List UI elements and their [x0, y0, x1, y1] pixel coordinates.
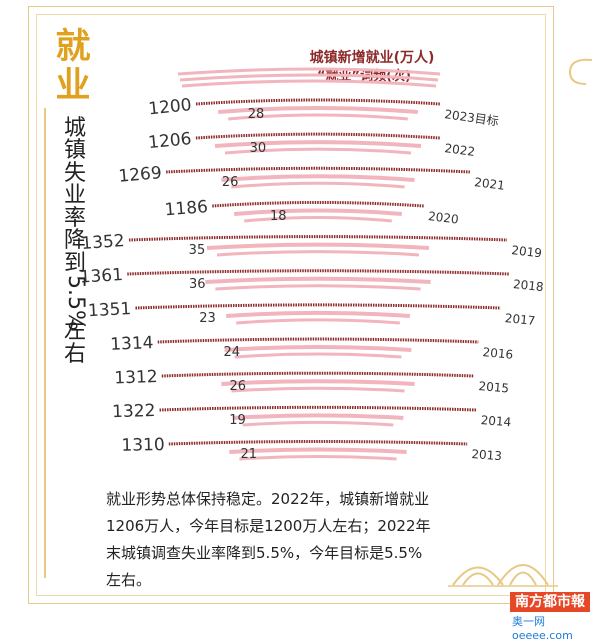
frequency-value-label: 30	[250, 141, 267, 156]
frequency-value-label: 19	[229, 413, 246, 428]
frequency-stripe	[229, 447, 407, 454]
frequency-stripe	[239, 455, 397, 461]
frequency-stripe	[242, 420, 394, 427]
frequency-stripe	[232, 413, 404, 420]
year-label: 2022	[444, 141, 476, 159]
frequency-value-label: 26	[229, 379, 246, 394]
frequency-stripe	[231, 386, 405, 393]
jobs-stripe	[195, 132, 441, 140]
jobs-stripe	[168, 440, 468, 446]
header-stripe	[177, 67, 441, 76]
frequency-stripe	[216, 250, 420, 257]
frequency-stripe	[215, 284, 421, 291]
frequency-stripe	[206, 242, 430, 250]
jobs-stripe	[128, 235, 508, 242]
frequency-stripe	[244, 215, 392, 223]
frequency-stripe	[205, 276, 431, 284]
frequency-value-label: 36	[189, 277, 206, 292]
year-label: 2015	[478, 379, 510, 396]
frequency-stripe	[218, 106, 418, 114]
frequency-value-label: 26	[222, 175, 239, 190]
jobs-stripe	[135, 303, 501, 310]
frequency-value-label: 18	[270, 209, 287, 224]
chart-title: 城镇新增就业(万人)	[310, 49, 435, 66]
frequency-stripe	[234, 208, 402, 216]
jobs-value-label: 1312	[114, 367, 158, 388]
jobs-value-label: 1269	[118, 163, 163, 187]
year-label: 2021	[474, 175, 506, 193]
jobs-stripe	[166, 166, 470, 174]
frequency-value-label: 35	[189, 243, 206, 258]
website-label: 奥一网oeeee.com	[512, 615, 573, 642]
jobs-value-label: 1206	[147, 129, 192, 153]
frequency-stripe	[224, 147, 412, 155]
year-label: 2020	[427, 209, 459, 227]
jobs-stripe	[157, 337, 479, 344]
jobs-value-label: 1351	[87, 299, 131, 321]
jobs-value-label: 1310	[121, 435, 165, 456]
jobs-stripe	[159, 405, 477, 412]
frequency-value-label: 23	[199, 311, 216, 326]
frequency-stripe	[228, 113, 408, 121]
jobs-value-label: 1322	[112, 401, 156, 422]
jobs-value-label: 1352	[81, 231, 126, 254]
jobs-stripe	[212, 200, 424, 208]
frequency-stripe	[221, 174, 415, 182]
header-stripe	[179, 73, 439, 82]
section-title: 就业	[55, 27, 91, 107]
decorative-line	[44, 108, 46, 578]
frequency-stripe	[231, 181, 405, 189]
frequency-stripe	[234, 352, 402, 359]
frequency-value-label: 24	[223, 345, 240, 360]
frequency-stripe	[221, 379, 415, 386]
jobs-value-label: 1200	[147, 95, 192, 119]
header-stripe	[181, 79, 437, 88]
decorative-swirl	[568, 58, 593, 85]
year-label: 2014	[480, 413, 512, 429]
section-subtitle: 城镇失业率降到 5.5% 左右	[63, 116, 89, 367]
frequency-stripe	[236, 318, 400, 325]
caption-text: 就业形势总体保持稳定。2022年，城镇新增就业1206万人，今年目标是1200万…	[106, 490, 431, 589]
decorative-hills	[448, 564, 558, 587]
jobs-value-label: 1314	[110, 333, 154, 355]
year-label: 2023目标	[444, 107, 500, 128]
newspaper-logo: 南方都市報	[510, 592, 590, 612]
outer-frame	[28, 6, 554, 604]
frequency-stripe	[226, 310, 410, 318]
jobs-value-label: 1186	[164, 197, 209, 220]
frequency-stripe	[214, 140, 422, 148]
frequency-stripe	[224, 345, 412, 352]
jobs-stripe	[127, 269, 509, 276]
jobs-value-label: 1361	[79, 265, 123, 288]
frequency-value-label: 21	[241, 447, 258, 462]
year-label: 2018	[512, 277, 544, 294]
jobs-stripe	[195, 98, 441, 106]
year-label: 2013	[471, 447, 502, 463]
frequency-value-label: 28	[248, 107, 265, 122]
year-label: 2016	[482, 345, 514, 362]
jobs-stripe	[161, 371, 475, 378]
inner-frame	[36, 14, 546, 596]
year-label: 2017	[504, 311, 536, 328]
year-label: 2019	[511, 243, 543, 260]
